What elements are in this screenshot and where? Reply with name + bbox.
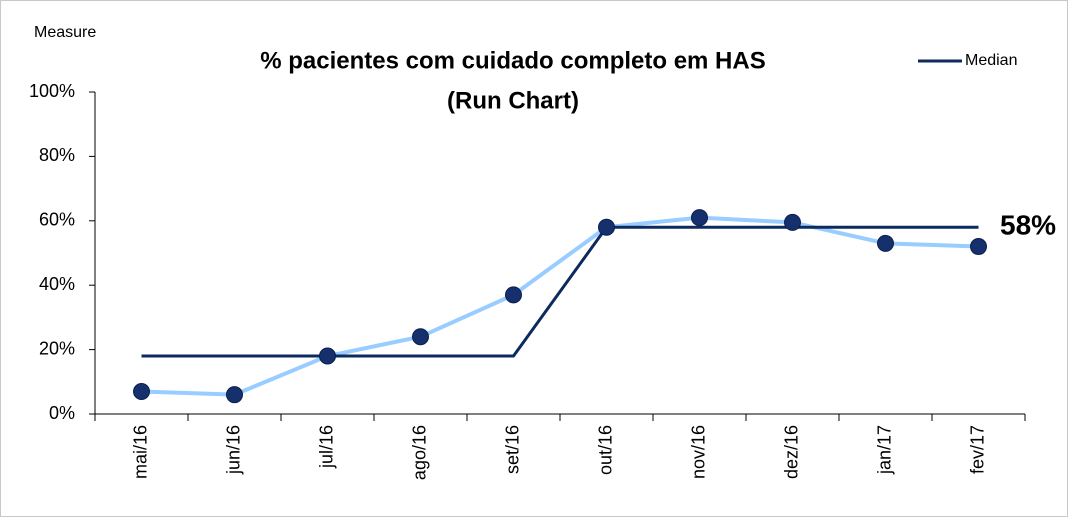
x-tick-label: dez/16 [781, 425, 801, 479]
data-point [505, 286, 522, 304]
line-series [141, 215, 979, 397]
x-tick-label: nov/16 [688, 425, 708, 479]
data-point [412, 328, 429, 346]
y-axis-label: Measure [34, 24, 96, 41]
y-tick-label: 80% [39, 145, 75, 165]
x-tick-label: jan/17 [874, 425, 894, 475]
chart-title: % pacientes com cuidado completo em HAS [260, 47, 765, 74]
x-tick-label: ago/16 [409, 425, 429, 480]
y-tick-label: 40% [39, 274, 75, 294]
data-point [598, 218, 615, 236]
x-tick-label: out/16 [595, 425, 615, 475]
data-point [133, 382, 150, 400]
line-series [141, 225, 979, 358]
y-tick-label: 100% [29, 81, 75, 101]
data-point [970, 238, 987, 256]
data-point [877, 234, 894, 252]
x-tick-label: set/16 [502, 425, 522, 474]
x-tick-label: mai/16 [130, 425, 150, 479]
y-tick-label: 20% [39, 338, 75, 358]
y-tick-label: 60% [39, 210, 75, 230]
x-tick-label: fev/17 [967, 425, 987, 474]
x-tick-label: jul/16 [316, 425, 336, 469]
data-point [226, 386, 243, 404]
legend-label: Median [965, 52, 1017, 69]
y-tick-label: 0% [49, 403, 75, 423]
x-tick-label: jun/16 [223, 425, 243, 475]
data-point [319, 347, 336, 365]
median-annotation: 58% [1000, 210, 1056, 241]
data-point [784, 213, 801, 231]
data-point [691, 209, 708, 227]
chart-subtitle: (Run Chart) [447, 87, 579, 114]
